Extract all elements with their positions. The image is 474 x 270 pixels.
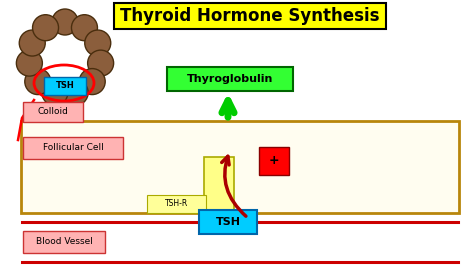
- Text: Follicular Cell: Follicular Cell: [43, 143, 103, 153]
- FancyBboxPatch shape: [44, 77, 86, 95]
- Text: TSH: TSH: [216, 217, 240, 227]
- Circle shape: [79, 69, 105, 94]
- Circle shape: [85, 30, 111, 56]
- Circle shape: [19, 30, 45, 56]
- FancyBboxPatch shape: [204, 157, 234, 213]
- Circle shape: [25, 69, 51, 94]
- FancyBboxPatch shape: [167, 67, 293, 91]
- FancyBboxPatch shape: [23, 231, 105, 253]
- FancyBboxPatch shape: [199, 210, 257, 234]
- Text: Thyroglobulin: Thyroglobulin: [187, 74, 273, 84]
- FancyBboxPatch shape: [21, 121, 459, 213]
- Text: Colloid: Colloid: [37, 107, 68, 116]
- Circle shape: [72, 15, 98, 41]
- Circle shape: [42, 80, 68, 106]
- Circle shape: [52, 9, 78, 35]
- Text: Blood Vessel: Blood Vessel: [36, 238, 92, 247]
- Text: TSH-R: TSH-R: [165, 200, 188, 208]
- FancyBboxPatch shape: [23, 102, 83, 122]
- Circle shape: [17, 50, 42, 76]
- FancyBboxPatch shape: [23, 137, 123, 159]
- Text: Thyroid Hormone Synthesis: Thyroid Hormone Synthesis: [120, 7, 380, 25]
- FancyBboxPatch shape: [147, 195, 206, 213]
- Circle shape: [33, 15, 58, 41]
- FancyBboxPatch shape: [259, 147, 289, 175]
- FancyBboxPatch shape: [114, 3, 386, 29]
- Circle shape: [62, 80, 88, 106]
- Text: +: +: [269, 154, 279, 167]
- Text: TSH: TSH: [55, 82, 74, 90]
- Circle shape: [88, 50, 114, 76]
